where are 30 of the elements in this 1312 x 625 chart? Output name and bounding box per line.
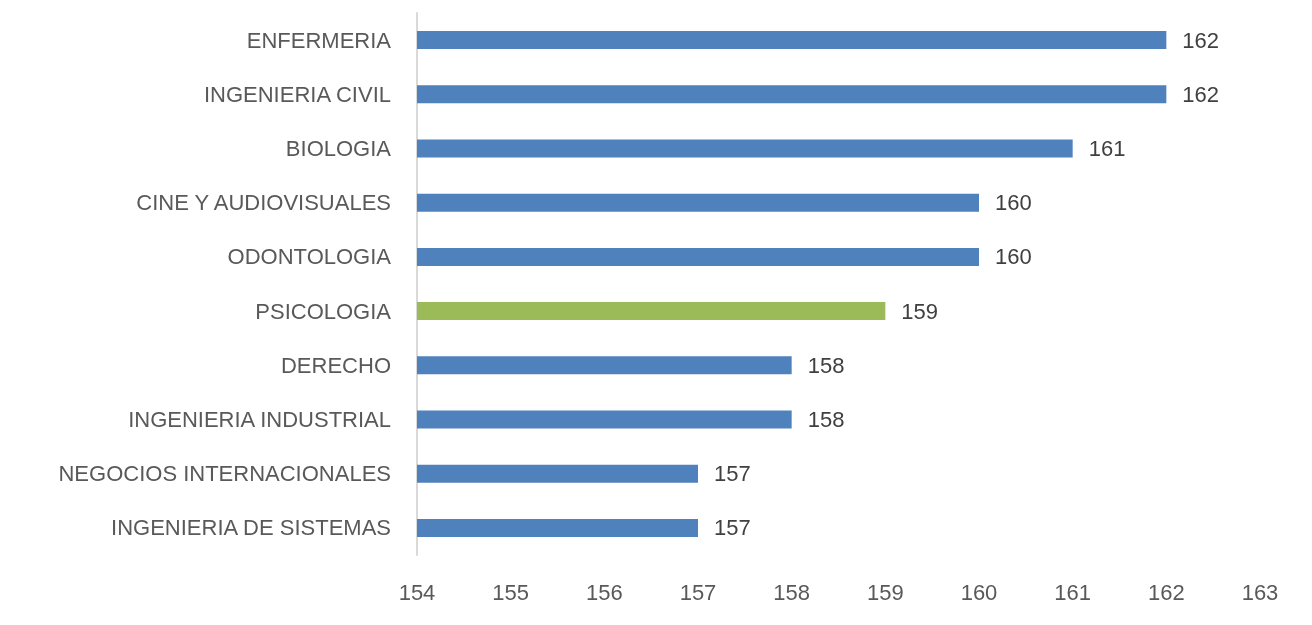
- data-label: 162: [1182, 81, 1220, 107]
- x-tick-label: 157: [679, 579, 717, 605]
- x-tick-label: 159: [866, 579, 904, 605]
- x-tick-label: 162: [1147, 579, 1185, 605]
- x-tick-label: 160: [960, 579, 998, 605]
- y-tick-label: ODONTOLOGIA: [227, 244, 392, 270]
- x-tick-label: 161: [1054, 579, 1092, 605]
- data-label: 161: [1088, 136, 1126, 161]
- x-tick-label: 163: [1241, 579, 1279, 605]
- y-tick-label: INGENIERIA CIVIL: [203, 81, 391, 107]
- data-label: 160: [995, 244, 1032, 270]
- data-label: 157: [714, 515, 751, 541]
- data-label: 158: [807, 407, 845, 432]
- y-tick-label: INGENIERIA INDUSTRIAL: [128, 407, 391, 432]
- y-tick-label: INGENIERIA DE SISTEMAS: [111, 515, 391, 541]
- data-label: 159: [901, 298, 939, 324]
- data-label: 162: [1182, 27, 1220, 53]
- y-tick-label: BIOLOGIA: [285, 136, 392, 161]
- y-tick-label: ENFERMERIA: [246, 27, 392, 53]
- x-tick-label: 156: [585, 579, 623, 605]
- data-label: 158: [807, 352, 845, 378]
- y-tick-label: DERECHO: [280, 352, 391, 378]
- y-tick-label: PSICOLOGIA: [255, 298, 392, 324]
- x-tick-label: 158: [773, 579, 811, 605]
- data-label: 160: [995, 190, 1032, 216]
- x-tick-label: 154: [398, 579, 436, 605]
- data-label: 157: [714, 461, 751, 487]
- y-tick-label: NEGOCIOS INTERNACIONALES: [58, 461, 391, 487]
- y-tick-label: CINE Y AUDIOVISUALES: [136, 190, 391, 216]
- x-tick-label: 155: [492, 579, 530, 605]
